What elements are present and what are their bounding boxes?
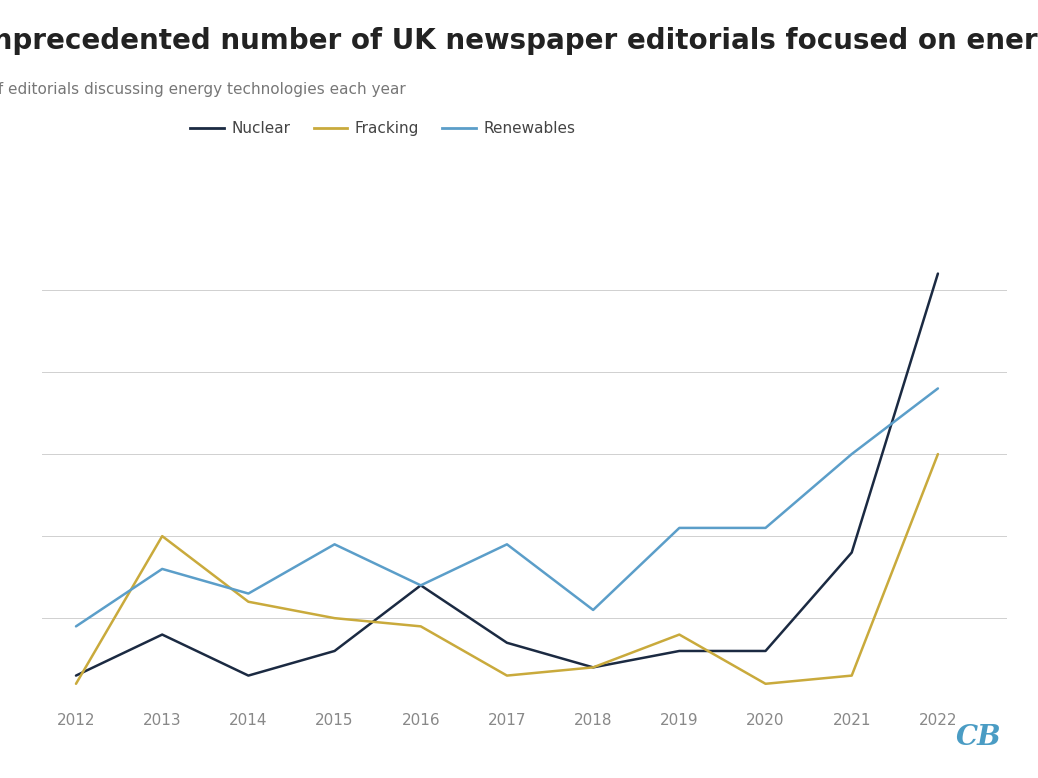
- Text: An unprecedented number of UK newspaper editorials focused on energy in 2022: An unprecedented number of UK newspaper …: [0, 27, 1038, 55]
- Legend: Nuclear, Fracking, Renewables: Nuclear, Fracking, Renewables: [185, 115, 581, 142]
- Text: Number of editorials discussing energy technologies each year: Number of editorials discussing energy t…: [0, 82, 406, 96]
- Text: CB: CB: [956, 724, 1002, 751]
